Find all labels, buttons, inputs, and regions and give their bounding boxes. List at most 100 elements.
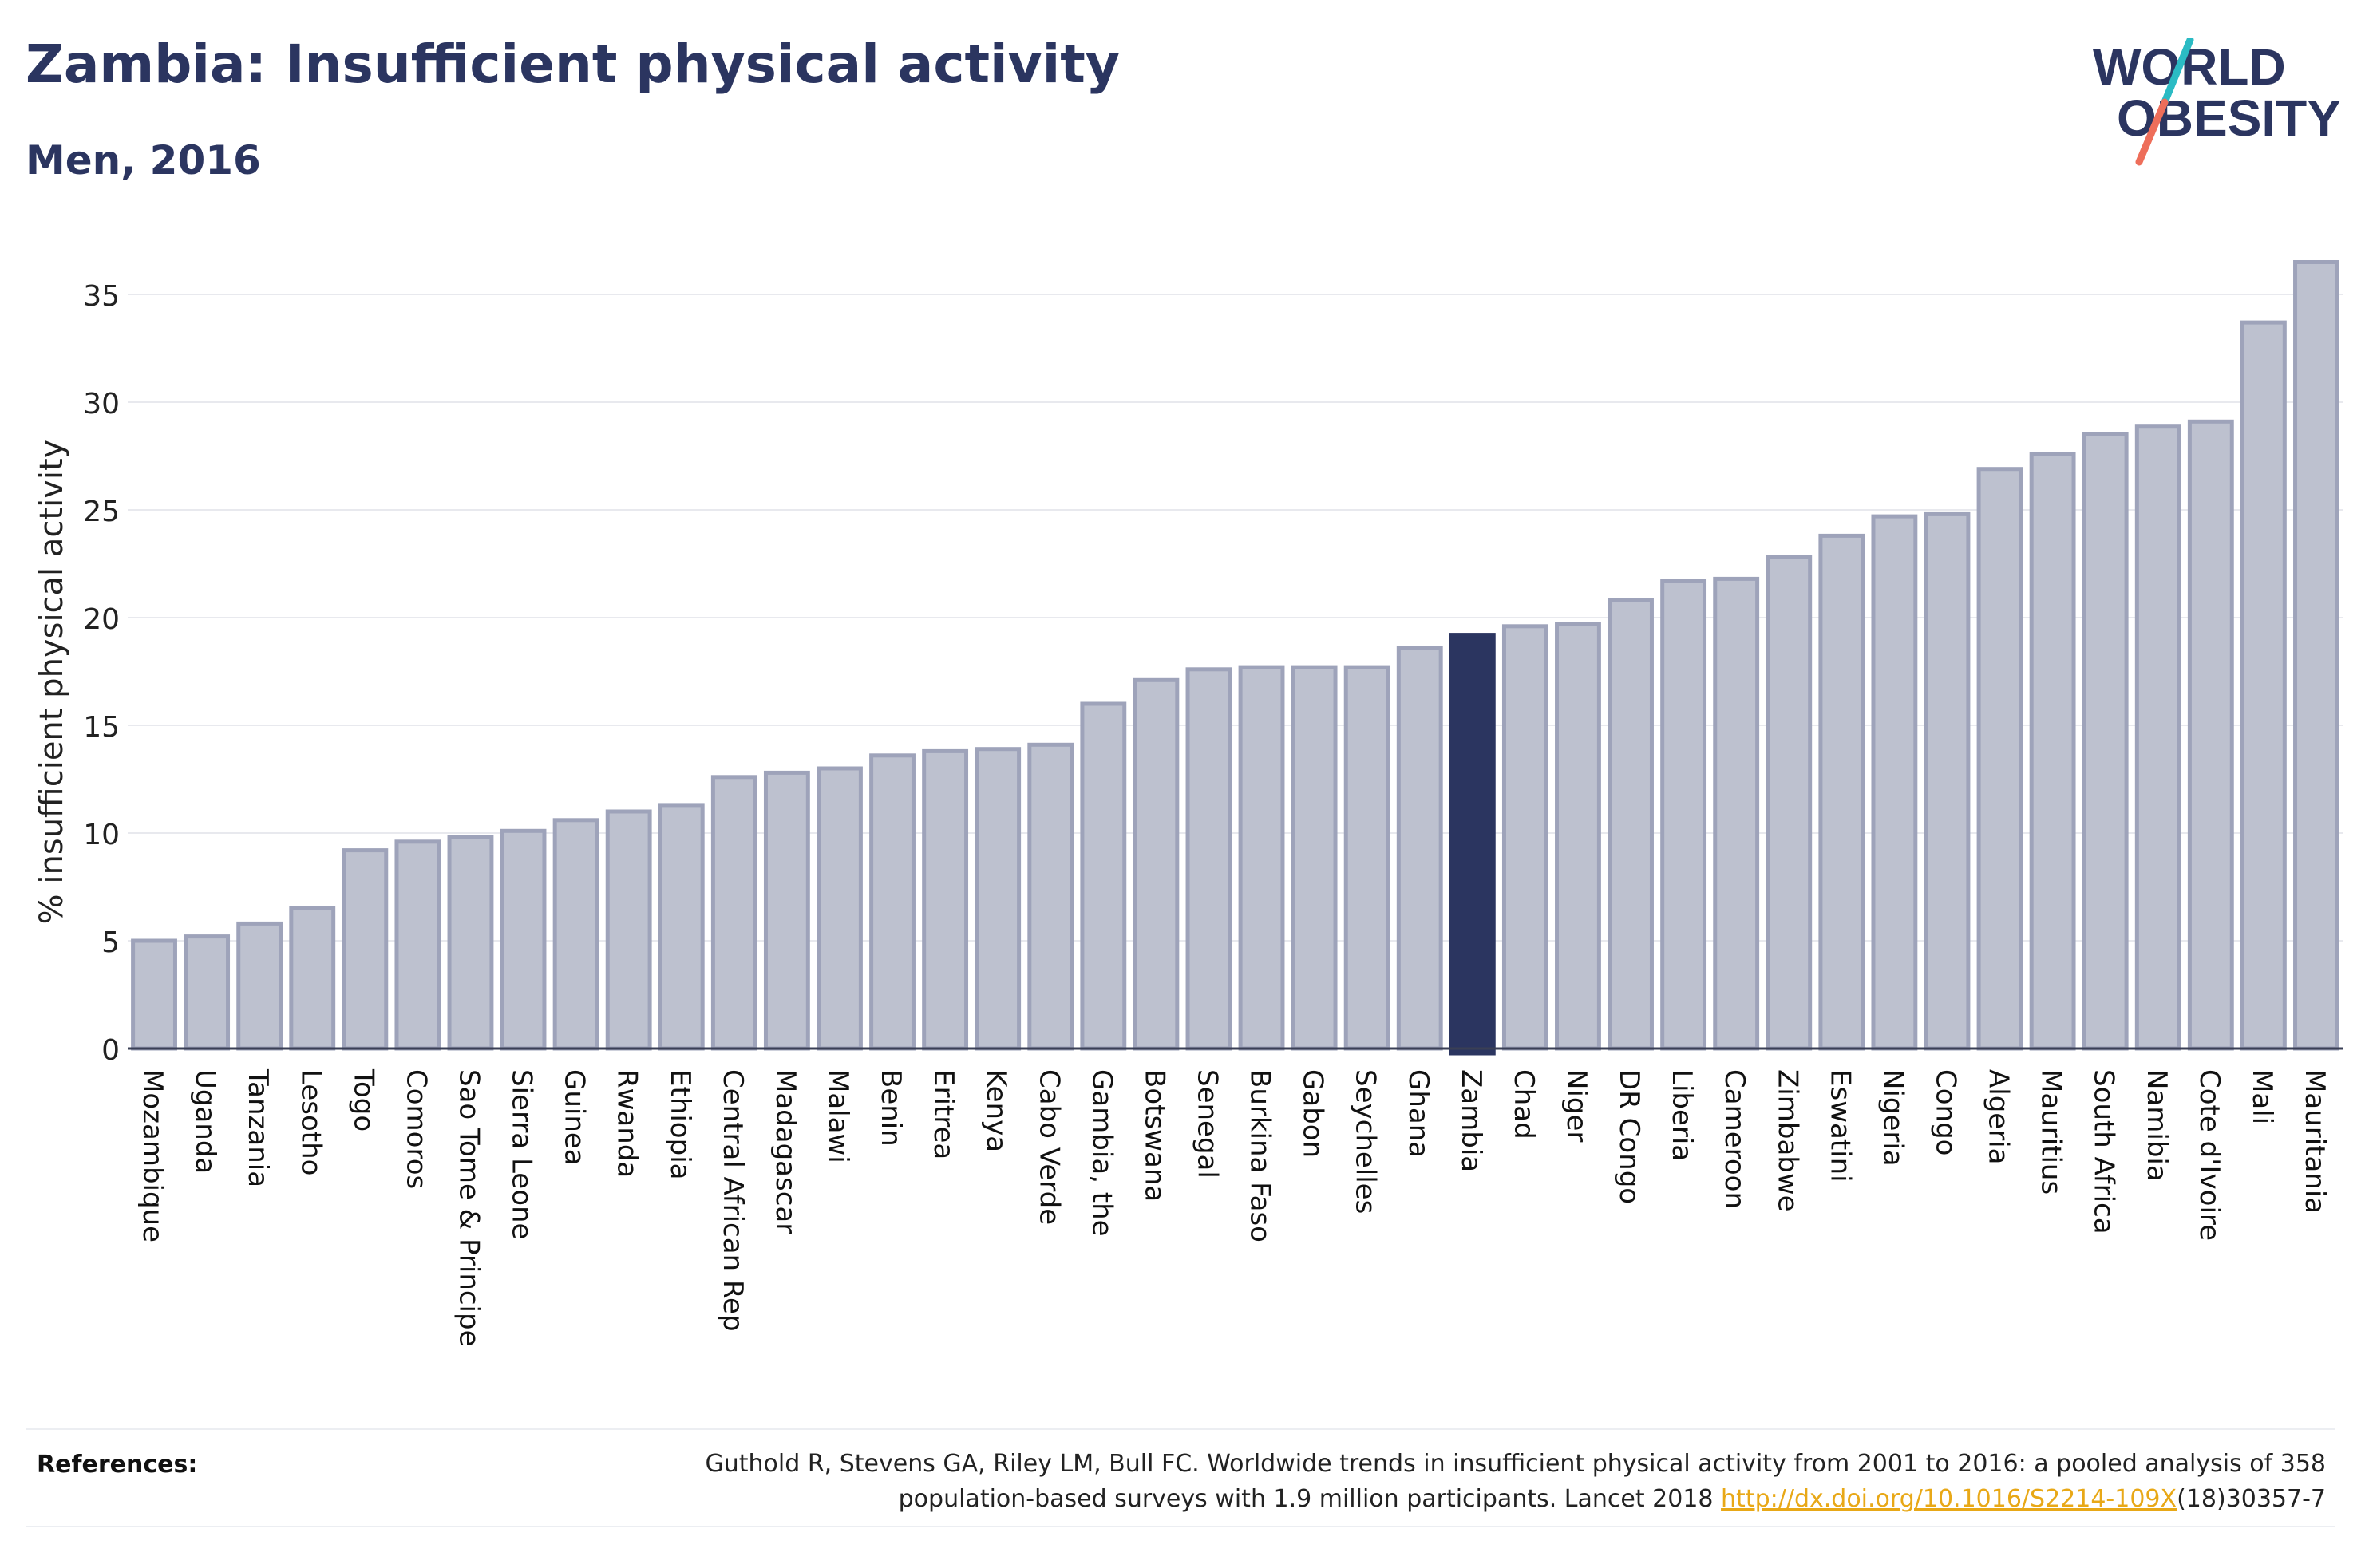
bar xyxy=(1713,576,1760,1051)
bar xyxy=(1185,667,1232,1051)
x-tick-label: Seychelles xyxy=(1350,1069,1382,1214)
reference-line1: Guthold R, Stevens GA, Riley LM, Bull FC… xyxy=(705,1450,2326,1478)
x-tick-label: Benin xyxy=(875,1069,907,1147)
bar xyxy=(2240,320,2287,1051)
bar xyxy=(1238,665,1285,1051)
bar xyxy=(1924,511,1971,1051)
bar xyxy=(658,803,705,1051)
bar xyxy=(2187,419,2234,1051)
bar xyxy=(1291,665,1338,1051)
bar xyxy=(1133,677,1180,1051)
x-tick-label: Mozambique xyxy=(136,1069,168,1242)
x-tick-label: Zambia xyxy=(1455,1069,1487,1172)
bar xyxy=(605,809,652,1051)
bar xyxy=(1343,665,1390,1051)
x-tick-labels: Mozambique Uganda Tanzania Lesotho Togo Comor… xyxy=(136,1068,2331,1347)
x-tick-label: Togo xyxy=(347,1068,379,1132)
references-text: Guthold R, Stevens GA, Riley LM, Bull FC… xyxy=(570,1447,2326,1517)
bar xyxy=(2029,452,2076,1051)
bar xyxy=(552,818,599,1051)
bar xyxy=(236,921,283,1051)
y-tick-label: 20 xyxy=(83,603,120,636)
bar xyxy=(869,753,916,1051)
logo-slash-teal xyxy=(2161,36,2194,106)
references-divider-bottom xyxy=(26,1526,2335,1527)
x-tick-label: Cameroon xyxy=(1718,1069,1750,1209)
y-tick-labels: 0 5 10 15 20 25 30 35 xyxy=(83,280,120,1067)
x-tick-label: Central African Rep xyxy=(717,1069,749,1332)
bar xyxy=(2082,432,2129,1051)
reference-doi-link[interactable]: http://dx.doi.org/10.1016/S2214-109X xyxy=(1721,1485,2177,1513)
y-tick-label: 15 xyxy=(83,711,120,744)
bar xyxy=(1080,701,1127,1051)
y-tick-label: 0 xyxy=(101,1034,120,1067)
x-tick-label: Botswana xyxy=(1138,1069,1170,1202)
x-tick-label: Burkina Faso xyxy=(1244,1069,1276,1242)
y-axis-label: % insufficient physical activity xyxy=(34,440,70,925)
bars xyxy=(131,260,2339,1056)
y-tick-label: 10 xyxy=(83,819,120,851)
reference-line2: population-based surveys with 1.9 millio… xyxy=(898,1485,1722,1513)
x-tick-label: Congo xyxy=(1929,1069,1961,1155)
bar xyxy=(1871,514,1918,1051)
x-tick-label: Sao Tome & Principe xyxy=(453,1069,484,1347)
bar xyxy=(1555,622,1601,1051)
chart-subtitle: Men, 2016 xyxy=(26,137,261,184)
x-tick-label: Niger xyxy=(1560,1069,1592,1142)
x-tick-label: Eritrea xyxy=(927,1069,959,1159)
bar-highlight xyxy=(1449,633,1496,1056)
x-tick-label: Cote d'Ivoire xyxy=(2193,1069,2225,1241)
x-tick-label: Guinea xyxy=(559,1069,591,1166)
bar xyxy=(1608,598,1654,1051)
y-tick-label: 35 xyxy=(83,280,120,313)
bar xyxy=(394,839,441,1051)
x-tick-label: Lesotho xyxy=(295,1069,326,1175)
bar xyxy=(131,938,177,1051)
bar xyxy=(2293,260,2339,1051)
bar xyxy=(1766,555,1813,1051)
x-tick-label: Ghana xyxy=(1402,1069,1434,1158)
bar xyxy=(342,848,389,1051)
y-tick-label: 30 xyxy=(83,388,120,421)
reference-line2-end: (18)30357-7 xyxy=(2177,1485,2326,1513)
bar xyxy=(184,934,231,1051)
x-tick-label: Tanzania xyxy=(242,1068,274,1187)
y-tick-label: 5 xyxy=(101,926,120,959)
x-tick-label: Sierra Leone xyxy=(506,1069,538,1239)
x-tick-label: Liberia xyxy=(1666,1069,1698,1161)
gridlines xyxy=(128,294,2343,942)
x-tick-label: Cabo Verde xyxy=(1033,1069,1065,1225)
x-tick-label: Zimbabwe xyxy=(1771,1069,1803,1212)
bar xyxy=(1818,533,1865,1051)
x-tick-label: Mauritania xyxy=(2299,1069,2331,1214)
bar xyxy=(1976,467,2023,1051)
x-tick-label: Uganda xyxy=(189,1069,221,1174)
bar xyxy=(975,747,1022,1051)
bar xyxy=(447,835,494,1051)
world-obesity-logo: WORLD OBESITY xyxy=(2075,36,2347,166)
x-tick-label: Senegal xyxy=(1191,1069,1223,1179)
x-tick-label: DR Congo xyxy=(1613,1069,1645,1204)
x-tick-label: Namibia xyxy=(2141,1069,2173,1182)
x-tick-label: Gabon xyxy=(1297,1069,1329,1158)
bar xyxy=(1027,742,1074,1051)
x-tick-label: Mali xyxy=(2246,1069,2278,1124)
x-tick-label: Comoros xyxy=(400,1069,432,1189)
x-tick-label: Malawi xyxy=(822,1069,854,1163)
x-tick-label: Madagascar xyxy=(769,1069,801,1234)
y-tick-label: 25 xyxy=(83,496,120,528)
bar xyxy=(289,906,336,1051)
chart-title: Zambia: Insufficient physical activity xyxy=(26,34,1120,95)
x-tick-label: Rwanda xyxy=(611,1069,643,1178)
x-tick-label: Algeria xyxy=(1983,1069,2015,1164)
x-tick-label: Nigeria xyxy=(1877,1069,1908,1167)
bar xyxy=(922,748,969,1051)
logo-slash-coral xyxy=(2135,98,2169,166)
bar xyxy=(2134,424,2181,1051)
x-tick-label: Mauritius xyxy=(2035,1069,2067,1195)
references-label: References: xyxy=(37,1451,198,1479)
x-tick-label: Ethiopia xyxy=(664,1069,696,1179)
world-obesity-logo-svg: WORLD OBESITY xyxy=(2093,36,2341,166)
bar-chart: 0 5 10 15 20 25 30 35 Mozambique Uganda Tanzania L… xyxy=(34,260,2343,1347)
bar xyxy=(1396,646,1443,1051)
